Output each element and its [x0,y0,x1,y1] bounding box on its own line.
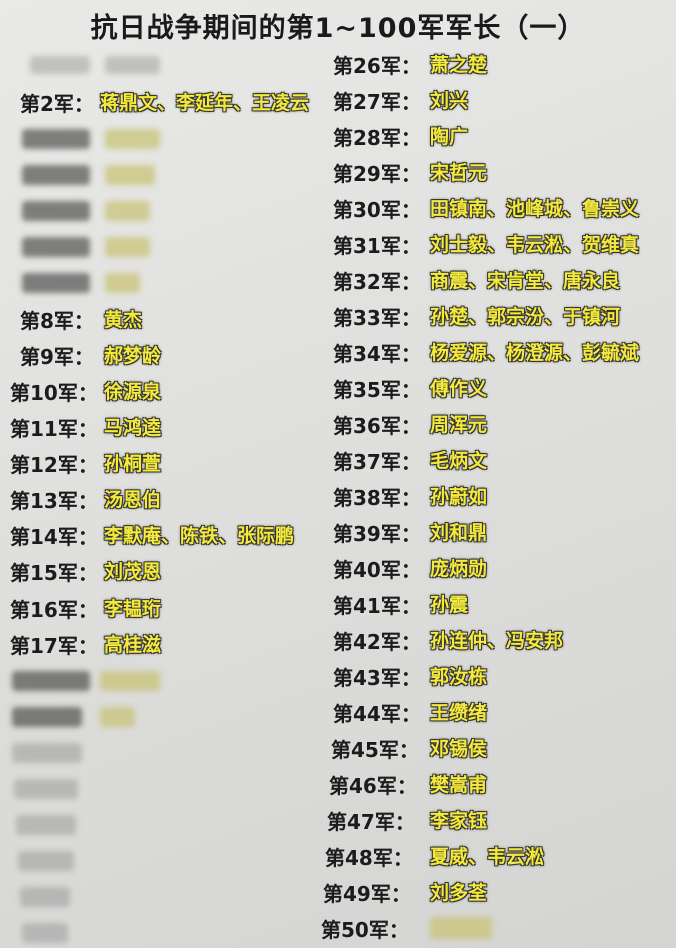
army-label: 第32军： [333,270,421,294]
blurred-label [12,743,82,763]
army-label: 第45军： [331,738,419,762]
commander-names: 黄杰 [104,308,143,331]
army-label: 第33军： [333,306,421,330]
army-label: 第9军： [20,344,94,369]
commander-names: 庞炳勋 [430,558,488,580]
blurred-label [22,273,90,293]
commander-names: 周浑元 [430,414,488,436]
commander-names: 高桂滋 [104,633,162,656]
blurred-name [430,917,492,939]
army-label: 第36军： [333,414,421,438]
army-label: 第34军： [333,342,421,366]
army-label: 第44军： [333,702,421,726]
army-label: 第26军： [333,54,421,78]
army-label: 第39军： [333,522,421,546]
commander-names: 傅作义 [430,378,488,400]
commander-names: 孙桐萱 [104,453,162,476]
title: 抗日战争期间的第1~100军军长（一） [90,13,586,44]
army-label: 第11军： [10,417,98,441]
blurred-name [100,707,135,727]
army-label: 第43军： [333,666,421,690]
blurred-label [20,887,70,907]
commander-names: 刘多荃 [430,882,488,904]
blurred-label [14,779,78,799]
commander-names: 宋哲元 [430,162,488,184]
commander-names: 孙蔚如 [430,486,488,508]
commander-names: 马鸿逵 [104,417,162,439]
commander-names: 汤恩伯 [104,489,162,512]
commander-names: 郭汝栋 [430,666,488,688]
army-label: 第12军： [10,453,98,478]
army-label: 第42军： [333,630,421,654]
blurred-label [22,923,68,943]
commander-names: 李韫珩 [104,597,162,620]
commander-names: 李家钰 [430,810,488,832]
commander-names: 刘和鼎 [430,522,488,544]
commander-names: 夏威、韦云淞 [430,846,545,868]
blurred-label [12,707,82,727]
commander-names: 田镇南、池峰城、鲁崇义 [430,198,640,220]
army-label: 第40军： [333,558,421,582]
blurred-label [22,237,90,257]
blurred-name [105,165,155,185]
army-label: 第8军： [20,308,94,333]
blurred-label [22,201,90,221]
blurred-label [22,129,90,149]
commander-names: 商震、宋肯堂、唐永良 [430,270,621,292]
army-label: 第15军： [10,561,98,586]
army-label: 第31军： [333,234,421,258]
army-label: 第49军： [323,882,411,906]
commander-names: 李默庵、陈铁、张际鹏 [104,525,295,548]
army-label: 第35军： [333,378,421,402]
commander-names: 邓锡侯 [430,738,488,760]
blurred-label [22,165,90,185]
blurred-label [30,56,90,74]
blurred-name [105,56,160,74]
blurred-label [16,815,76,835]
commander-names: 王缵绪 [430,702,488,724]
commander-names: 刘士毅、韦云淞、贺维真 [430,234,640,256]
army-label: 第29军： [333,162,421,186]
blurred-label [12,671,90,691]
commander-names: 陶广 [430,126,469,148]
army-label: 第47军： [327,810,415,834]
commander-names: 徐源泉 [104,380,162,403]
army-label: 第38军： [333,486,421,510]
commander-names: 刘茂恩 [104,561,162,584]
army-label: 第13军： [10,489,98,514]
commander-names: 蒋鼎文、李延年、王凌云 [100,92,310,115]
commander-names: 毛炳文 [430,450,488,472]
army-label: 第17军： [10,633,98,658]
army-label: 第28军： [333,126,421,150]
army-label: 第50军： [321,918,409,942]
commander-names: 孙连仲、冯安邦 [430,630,564,652]
commander-names: 杨爱源、杨澄源、彭毓斌 [430,342,640,364]
blurred-name [105,237,150,257]
commander-names: 刘兴 [430,90,469,112]
army-label: 第37军： [333,450,421,474]
army-label: 第10军： [10,380,98,405]
commander-names: 樊嵩甫 [430,774,488,796]
army-label: 第27军： [333,90,421,114]
blurred-name [105,201,150,221]
army-label: 第41军： [333,594,421,618]
commander-names: 孙楚、郭宗汾、于镇河 [430,306,621,328]
army-label: 第46军： [329,774,417,798]
blurred-name [105,129,160,149]
blurred-label [18,851,74,871]
commander-names: 郝梦龄 [104,344,162,367]
army-label: 第48军： [325,846,413,870]
blurred-name [105,273,140,293]
army-label: 第2军： [20,92,94,117]
commander-names: 萧之楚 [430,54,488,76]
blurred-name [100,671,160,691]
army-label: 第30军： [333,198,421,222]
army-label: 第16军： [10,597,98,622]
commander-names: 孙震 [430,594,469,616]
army-label: 第14军： [10,525,98,550]
